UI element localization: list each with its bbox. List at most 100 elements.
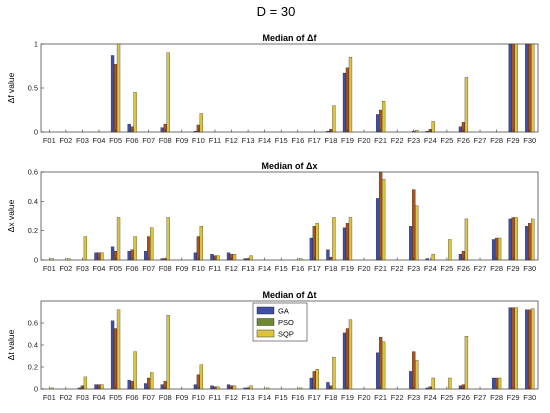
x-tick-label: F28 bbox=[490, 264, 503, 273]
bar-sqp-f14 bbox=[265, 387, 270, 390]
bar-ga-f26 bbox=[458, 385, 463, 390]
x-tick-label: F07 bbox=[142, 264, 155, 273]
bar-ga-f24 bbox=[425, 387, 429, 390]
bar-ga-f11 bbox=[210, 253, 214, 261]
bar-pso-f28 bbox=[494, 237, 499, 261]
bar-sqp-f26 bbox=[464, 218, 469, 261]
bar-ga-f24 bbox=[425, 258, 429, 261]
bar-sqp-f06 bbox=[133, 351, 137, 390]
x-tick-label: F26 bbox=[457, 136, 470, 145]
legend-swatch-sqp bbox=[256, 329, 275, 338]
y-tick-label: 0.6 bbox=[28, 168, 38, 177]
bar-pso-f21 bbox=[378, 109, 383, 133]
x-tick-label: F16 bbox=[291, 264, 304, 273]
bar-ga-f17 bbox=[309, 237, 314, 261]
bar-sqp-f19 bbox=[348, 217, 353, 261]
x-tick-label: F24 bbox=[424, 136, 437, 145]
bar-ga-f29 bbox=[508, 43, 512, 133]
y-tick-label: 0.5 bbox=[28, 84, 38, 93]
x-tick-label: F30 bbox=[523, 136, 536, 145]
plot-area bbox=[40, 43, 539, 133]
bar-ga-f21 bbox=[375, 114, 380, 133]
bar-ga-f05 bbox=[110, 320, 115, 390]
bar-ga-f05 bbox=[110, 55, 115, 133]
bar-pso-f19 bbox=[345, 328, 350, 390]
bar-ga-f23 bbox=[409, 371, 413, 390]
bar-ga-f12 bbox=[226, 252, 231, 261]
bar-sqp-f24 bbox=[431, 377, 435, 390]
x-tick-label: F03 bbox=[76, 264, 89, 273]
legend-label-ga: GA bbox=[278, 307, 289, 316]
bar-pso-f10 bbox=[196, 236, 201, 261]
x-tick-label: F19 bbox=[341, 393, 354, 402]
x-tick-label: F06 bbox=[126, 264, 139, 273]
bar-sqp-f03 bbox=[83, 376, 88, 390]
x-tick-label: F08 bbox=[159, 136, 172, 145]
x-tick-label: F06 bbox=[126, 136, 139, 145]
x-tick-label: F07 bbox=[142, 136, 155, 145]
bar-ga-f07 bbox=[144, 383, 148, 390]
x-tick-label: F19 bbox=[341, 264, 354, 273]
x-tick-label: F25 bbox=[440, 393, 453, 402]
x-tick-label: F24 bbox=[424, 264, 437, 273]
x-tick-label: F14 bbox=[258, 393, 271, 402]
bar-ga-f04 bbox=[94, 252, 98, 261]
bar-sqp-f01 bbox=[50, 258, 54, 261]
y-axis-label: Δf value bbox=[6, 72, 16, 103]
bar-ga-f08 bbox=[160, 384, 164, 390]
bar-ga-f11 bbox=[210, 385, 214, 390]
legend: GA PSO SQP bbox=[252, 302, 308, 342]
x-tick-label: F06 bbox=[126, 393, 139, 402]
x-tick-label: F09 bbox=[175, 264, 188, 273]
bar-pso-f29 bbox=[511, 217, 515, 261]
bar-ga-f06 bbox=[127, 380, 131, 390]
bar-ga-f18 bbox=[326, 130, 330, 133]
bar-sqp-f10 bbox=[199, 226, 204, 261]
bar-sqp-f05 bbox=[116, 217, 121, 261]
chart-panel-2: Median of Δx Δx value 0 0.2 0.4 0.6 F01 F02 F03 F… bbox=[6, 161, 539, 273]
legend-swatch-pso bbox=[256, 318, 275, 326]
bar-ga-f21 bbox=[375, 352, 380, 390]
bar-ga-f05 bbox=[110, 246, 115, 261]
x-tick-label: F29 bbox=[507, 393, 520, 402]
bar-sqp-f29 bbox=[514, 217, 518, 261]
figure-suptitle: D = 30 bbox=[257, 4, 296, 19]
bar-sqp-f28 bbox=[497, 377, 502, 390]
bar-pso-f17 bbox=[312, 226, 316, 261]
bar-sqp-f21 bbox=[381, 341, 386, 390]
x-tick-label: F17 bbox=[308, 264, 321, 273]
bar-sqp-f06 bbox=[133, 236, 137, 261]
chart-panel-1: Median of Δf Δf value 0 0.5 1 F01 F02 F03 F04 F05… bbox=[6, 33, 539, 145]
bar-sqp-f12 bbox=[232, 385, 237, 390]
bar-ga-f08 bbox=[160, 127, 164, 133]
bar-ga-f10 bbox=[193, 252, 198, 261]
x-tick-label: F24 bbox=[424, 393, 437, 402]
bar-sqp-f30 bbox=[531, 308, 535, 390]
x-tick-label: F13 bbox=[242, 393, 255, 402]
bar-sqp-f17 bbox=[315, 223, 319, 261]
x-tick-label: F05 bbox=[109, 393, 122, 402]
bar-ga-f03 bbox=[77, 387, 82, 390]
y-tick-label: 0 bbox=[34, 385, 38, 394]
bar-sqp-f26 bbox=[464, 77, 469, 133]
x-tick-label: F01 bbox=[43, 264, 56, 273]
bar-ga-f08 bbox=[160, 258, 164, 261]
x-tick-label: F21 bbox=[374, 136, 387, 145]
x-tick-label: F29 bbox=[507, 136, 520, 145]
x-tick-label: F15 bbox=[275, 264, 288, 273]
bar-ga-f30 bbox=[525, 226, 529, 261]
x-tick-label: F10 bbox=[192, 264, 205, 273]
bar-sqp-f01 bbox=[50, 387, 54, 390]
x-tick-label: F20 bbox=[358, 264, 371, 273]
x-tick-label: F27 bbox=[474, 264, 487, 273]
bar-pso-f30 bbox=[528, 223, 532, 261]
bar-sqp-f28 bbox=[497, 237, 502, 261]
bar-pso-f23 bbox=[412, 351, 416, 390]
y-tick-label: 0 bbox=[34, 256, 38, 265]
bar-sqp-f10 bbox=[199, 364, 204, 390]
x-tick-label: F22 bbox=[391, 264, 404, 273]
y-tick-label: 0.4 bbox=[28, 197, 38, 206]
bar-ga-f06 bbox=[127, 251, 131, 261]
x-tick-label: F11 bbox=[209, 264, 221, 273]
